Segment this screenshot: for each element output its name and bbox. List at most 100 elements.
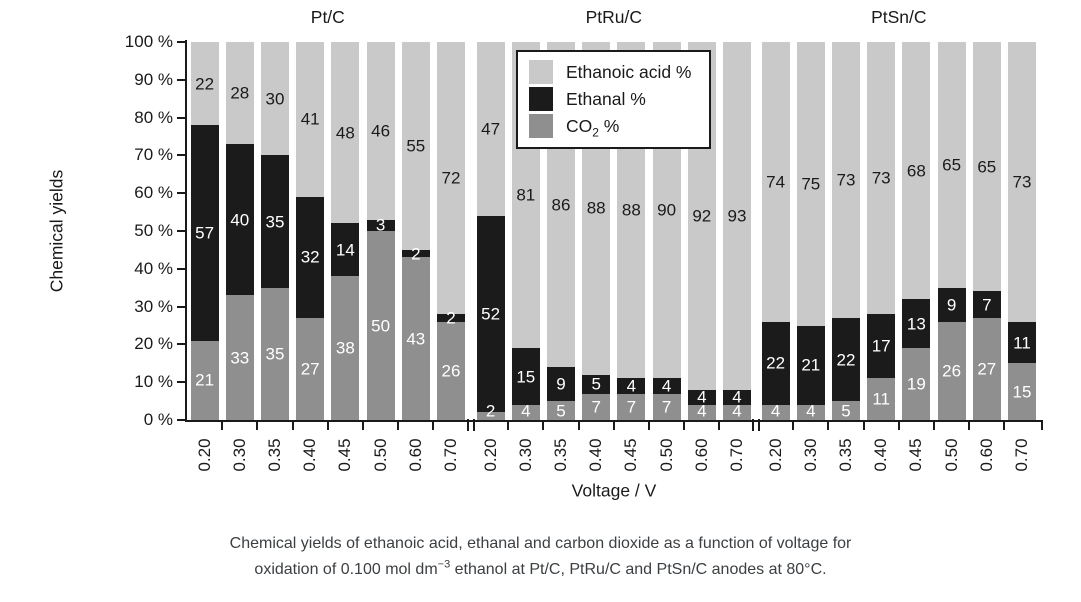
bar-label-co2: 27 [977, 359, 997, 379]
bar-label-co2: 27 [300, 359, 320, 379]
y-axis-tick-label: 0 % [143, 410, 173, 429]
bar-segment-ethanal [582, 374, 611, 394]
bar-label-ethanal: 14 [335, 240, 355, 260]
bar-segment-ethanal [761, 321, 790, 405]
bar-segment-ethanal [190, 125, 219, 341]
y-axis-tick-label: 100 % [124, 32, 173, 51]
bar-label-co2: 7 [661, 397, 672, 417]
bar-label-ethanal: 4 [732, 387, 742, 407]
legend-swatch-ethanoic_acid [529, 60, 553, 84]
bar-label-ethanal: 4 [626, 376, 637, 396]
y-axis-tick [177, 267, 185, 270]
bar-segment-ethanal [225, 144, 254, 296]
bar-label-co2: 2 [485, 401, 496, 421]
bar-label-ethanal: 40 [230, 210, 250, 230]
stacked-bar [902, 42, 931, 420]
bar-label-ethanoic-acid: 48 [335, 123, 355, 143]
bar-segment-ethanoic-acid [832, 42, 860, 318]
bar-label-co2: 7 [591, 397, 601, 417]
x-axis-tick [256, 422, 259, 430]
bar-segment-ethanoic-acid [401, 42, 430, 250]
bar-segment-ethanal [832, 317, 860, 402]
stacked-bar [972, 42, 1001, 420]
x-axis-tick-label: 0.20 [480, 438, 500, 472]
bar-segment-co2 [796, 404, 825, 420]
figure-caption: Chemical yields of ethanoic acid, ethana… [0, 531, 1081, 583]
bar-segment-ethanal [867, 314, 896, 379]
x-axis-tick-label: 0.50 [656, 438, 676, 472]
bar-segment-ethanal [796, 325, 825, 405]
y-axis-tick-label: 70 % [134, 145, 173, 165]
bar-segment-ethanal [1008, 321, 1036, 364]
x-axis-title: Voltage / V [571, 480, 657, 501]
y-axis-tick-label: 60 % [134, 183, 173, 203]
stacked-bar [366, 42, 395, 420]
stacked-bar [796, 42, 825, 420]
bar-label-ethanoic-acid: 65 [977, 157, 997, 177]
bar-label-ethanal: 2 [411, 244, 421, 264]
stacked-bar [225, 42, 254, 420]
bar-segment-co2 [832, 401, 860, 420]
stacked-bar [723, 42, 751, 420]
x-axis-tick-label: 0.45 [906, 438, 926, 472]
x-axis-tick-label: 0.30 [800, 438, 820, 472]
bar-label-ethanal: 22 [766, 353, 786, 373]
bar-label-ethanoic-acid: 65 [942, 155, 962, 175]
legend-swatch-ethanal [529, 87, 553, 111]
bar-label-ethanoic-acid: 93 [727, 206, 747, 226]
x-axis-tick [577, 422, 580, 430]
bar-label-co2: 4 [697, 401, 707, 421]
bar-label-ethanoic-acid: 47 [481, 119, 501, 139]
bar-label-co2: 4 [770, 401, 781, 421]
bar-segment-ethanoic-acid [761, 42, 790, 322]
bar-label-ethanoic-acid: 75 [801, 174, 821, 194]
y-axis-tick-label: 30 % [134, 296, 173, 316]
x-axis-tick-label: 0.60 [405, 438, 425, 472]
bar-label-co2: 50 [371, 316, 391, 335]
x-axis-tick-label: 0.20 [765, 438, 785, 472]
bar-label-co2: 38 [335, 338, 355, 358]
bar-segment-ethanal [296, 196, 325, 318]
bar-label-ethanal: 57 [195, 223, 215, 243]
y-axis-line [185, 40, 187, 421]
axis-break-mark [466, 419, 469, 431]
axis-break-mark [758, 419, 761, 431]
bar-segment-ethanal [723, 389, 751, 405]
x-axis-tick [397, 422, 400, 430]
text-part: Ethanoic acid % [566, 61, 692, 82]
bar-segment-co2 [972, 317, 1001, 420]
bar-label-ethanoic-acid: 30 [265, 89, 285, 109]
x-axis-tick-label: 0.40 [586, 438, 606, 472]
x-axis-tick-label: 0.35 [836, 438, 855, 472]
x-axis-end-tick [1041, 422, 1043, 430]
bar-label-ethanal: 22 [836, 350, 856, 370]
bar-label-ethanoic-acid: 28 [230, 83, 250, 103]
bar-label-ethanoic-acid: 41 [300, 109, 320, 129]
bar-label-co2: 11 [872, 389, 891, 409]
caption-line-2: oxidation of 0.100 mol dm−3 ethanol at P… [0, 557, 1081, 583]
x-axis-tick [968, 422, 971, 430]
bar-segment-ethanal [437, 314, 465, 322]
x-axis-tick [933, 422, 935, 430]
bar-segment-ethanoic-acid [723, 42, 751, 390]
bar-label-co2: 26 [441, 361, 461, 381]
bar-label-ethanal: 11 [1013, 333, 1031, 352]
bar-segment-ethanoic-acid [331, 42, 360, 224]
x-axis-tick [897, 422, 900, 430]
bar-segment-co2 [617, 393, 646, 420]
bar-label-co2: 5 [841, 401, 851, 421]
y-axis-tick [177, 305, 185, 308]
legend-swatch-co2 [529, 114, 553, 138]
y-axis-tick [177, 343, 185, 346]
y-axis-tick [177, 192, 185, 195]
bar-segment-ethanoic-acid [1008, 42, 1036, 322]
bar-label-ethanal: 15 [516, 367, 536, 387]
bar-label-ethanoic-acid: 74 [766, 172, 786, 192]
bar-segment-ethanoic-acid [225, 42, 254, 145]
bar-segment-co2 [366, 231, 395, 420]
bar-segment-co2 [476, 412, 505, 420]
x-axis-tick [862, 422, 865, 430]
x-axis-tick-label: 0.70 [1012, 438, 1031, 472]
bar-label-co2: 4 [806, 401, 816, 421]
bar-label-co2: 21 [195, 370, 215, 390]
